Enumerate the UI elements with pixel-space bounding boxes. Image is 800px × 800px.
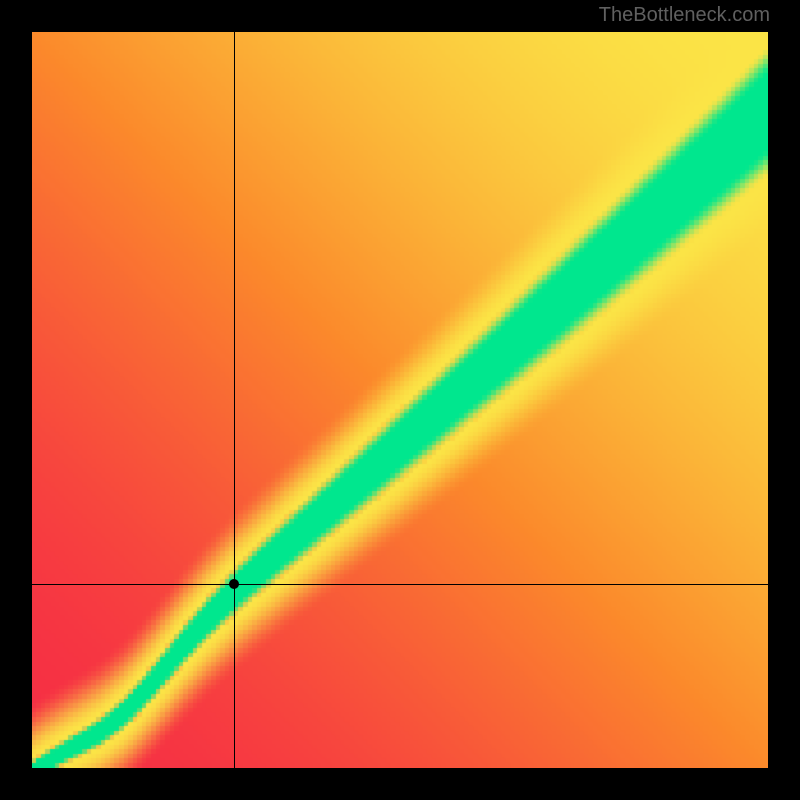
bottleneck-heatmap-canvas bbox=[32, 32, 768, 768]
crosshair-vertical-line bbox=[234, 32, 235, 768]
selected-point-marker bbox=[229, 579, 239, 589]
figure-outer: TheBottleneck.com bbox=[0, 0, 800, 800]
watermark-text: TheBottleneck.com bbox=[599, 4, 770, 27]
crosshair-horizontal-line bbox=[32, 584, 768, 585]
plot-area bbox=[32, 32, 768, 768]
